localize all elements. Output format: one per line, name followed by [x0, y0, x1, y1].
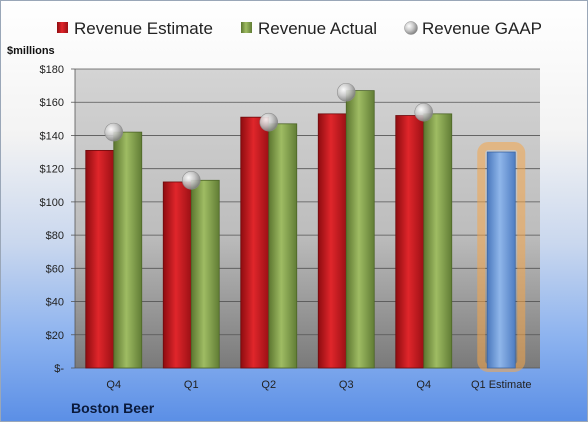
- company-name: Boston Beer: [71, 400, 155, 416]
- bar-q1-estimate: [486, 151, 516, 369]
- bar-revenue-actual: [345, 90, 375, 369]
- x-tick-label: Q3: [339, 379, 354, 391]
- x-tick-label: Q1: [184, 379, 199, 391]
- bar-revenue-estimate: [240, 116, 270, 369]
- legend-swatch: [404, 21, 418, 35]
- x-tick-label: Q1 Estimate: [471, 379, 532, 391]
- marker-revenue-gaap: [259, 112, 279, 132]
- y-tick-label: $40: [46, 297, 64, 309]
- y-tick-label: $60: [46, 263, 64, 275]
- legend-label: Revenue Actual: [258, 19, 377, 38]
- x-tick-label: Q2: [261, 379, 276, 391]
- gridlines: [71, 68, 540, 369]
- legend-swatch: [241, 22, 252, 33]
- y-axis-ticks: $- $20 $40 $60 $80 $100 $120 $140 $160 $180: [40, 64, 65, 375]
- y-unit-label: $millions: [7, 45, 55, 57]
- x-axis-ticks: Q4 Q1 Q2 Q3 Q4 Q1 Estimate: [106, 379, 531, 391]
- marker-revenue-gaap: [414, 102, 434, 122]
- marker-revenue-gaap: [181, 170, 201, 190]
- y-tick-label: $100: [40, 197, 64, 209]
- bar-revenue-actual: [113, 131, 143, 369]
- legend-swatch: [57, 22, 68, 33]
- bar-revenue-actual: [268, 123, 298, 369]
- x-tick-label: Q4: [106, 379, 121, 391]
- plot-area: [75, 69, 540, 368]
- y-tick-label: $140: [40, 130, 64, 142]
- x-tick-label: Q4: [416, 379, 431, 391]
- y-tick-label: $-: [54, 363, 64, 375]
- y-tick-label: $180: [40, 64, 64, 76]
- bar-revenue-actual: [423, 113, 453, 369]
- legend: Revenue Estimate Revenue Actual Revenue GA…: [57, 19, 542, 38]
- bar-revenue-estimate: [85, 149, 115, 369]
- bar-revenue-estimate: [395, 115, 425, 369]
- bar-revenue-estimate: [162, 181, 192, 369]
- y-tick-label: $20: [46, 330, 64, 342]
- bars: [85, 90, 526, 372]
- y-tick-label: $80: [46, 230, 64, 242]
- marker-revenue-gaap: [336, 82, 356, 102]
- legend-label: Revenue Estimate: [74, 19, 213, 38]
- bar-revenue-estimate: [317, 113, 347, 369]
- y-tick-label: $160: [40, 97, 64, 109]
- legend-label: Revenue GAAP: [422, 19, 542, 38]
- marker-revenue-gaap: [104, 122, 124, 142]
- y-tick-label: $120: [40, 164, 64, 176]
- gaap-markers: [104, 82, 434, 190]
- bar-revenue-actual: [190, 179, 220, 369]
